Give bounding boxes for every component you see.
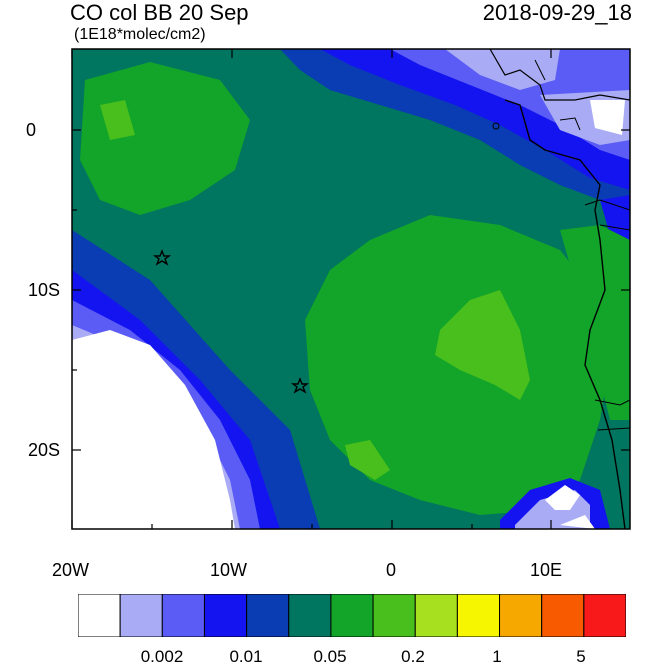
colorbar-label-1: 1 — [492, 647, 502, 666]
x-tick-label-10e: 10E — [530, 560, 563, 580]
x-tick-label-20w: 20W — [52, 560, 90, 580]
colorbar-swatch-1 — [119, 594, 163, 637]
colorbar-swatch-6 — [330, 594, 374, 637]
colorbar-label-02: 0.2 — [401, 647, 425, 666]
y-tick-label-10s: 10S — [28, 280, 61, 300]
tick-marks — [71, 49, 630, 529]
colorbar-swatch-7 — [372, 594, 416, 637]
map-units: (1E18*molec/cm2) — [74, 26, 206, 43]
star-marker-2 — [290, 377, 310, 394]
x-tick-label-10w: 10W — [210, 560, 248, 580]
colorbar-swatch-0 — [78, 594, 121, 637]
colorbar-swatch-2 — [161, 594, 205, 637]
map-title: CO col BB 20 Sep — [70, 0, 249, 25]
map-timestamp: 2018-09-29_18 — [482, 0, 632, 25]
colorbar-swatch-5 — [288, 594, 332, 637]
y-tick-label-0: 0 — [26, 120, 37, 140]
colorbar-swatch-4 — [246, 594, 290, 637]
x-tick-label-0: 0 — [386, 560, 397, 580]
colorbar-swatch-11 — [541, 594, 585, 637]
map-field — [72, 49, 630, 529]
colorbar-swatch-10 — [499, 594, 543, 637]
map-plot — [71, 48, 631, 530]
colorbar-label-0002: 0.002 — [140, 647, 184, 666]
y-tick-label-20s: 20S — [28, 440, 61, 460]
colorbar-swatch-9 — [456, 594, 501, 637]
colorbar-swatch-12 — [583, 594, 626, 637]
colorbar-label-001: 0.01 — [229, 647, 263, 666]
plot-frame — [71, 48, 631, 530]
colorbar-label-5: 5 — [576, 647, 586, 666]
star-marker-1 — [152, 249, 172, 266]
colorbar-swatch-3 — [203, 594, 248, 637]
colorbar — [78, 594, 626, 637]
colorbar-swatch-8 — [414, 594, 458, 637]
colorbar-label-005: 0.05 — [313, 647, 347, 666]
